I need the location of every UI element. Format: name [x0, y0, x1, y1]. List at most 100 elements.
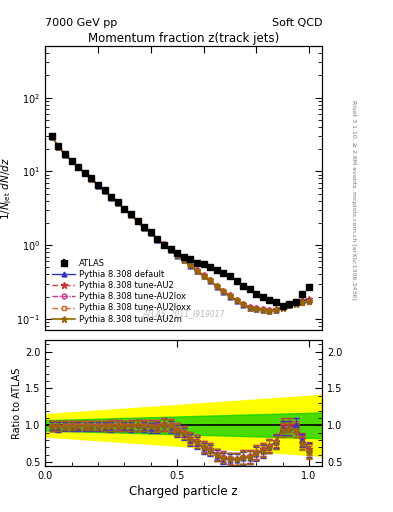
Pythia 8.308 tune-AU2loxx — [175, 252, 180, 258]
Text: Rivet 3.1.10, ≥ 2.6M events: Rivet 3.1.10, ≥ 2.6M events — [351, 100, 356, 187]
Pythia 8.308 tune-AU2lox — [102, 187, 107, 194]
Pythia 8.308 tune-AU2 — [287, 301, 292, 307]
Pythia 8.308 tune-AU2m — [129, 212, 133, 218]
Pythia 8.308 tune-AU2 — [135, 218, 140, 224]
Pythia 8.308 default — [135, 218, 140, 224]
Pythia 8.308 tune-AU2m — [69, 158, 74, 164]
Pythia 8.308 tune-AU2 — [280, 303, 285, 309]
Pythia 8.308 tune-AU2loxx — [280, 305, 285, 311]
Pythia 8.308 tune-AU2 — [62, 151, 67, 157]
Pythia 8.308 tune-AU2 — [69, 158, 74, 164]
Pythia 8.308 default — [142, 225, 147, 231]
Pythia 8.308 tune-AU2loxx — [254, 306, 259, 312]
Pythia 8.308 tune-AU2 — [261, 306, 265, 312]
Pythia 8.308 tune-AU2m — [234, 297, 239, 304]
Pythia 8.308 tune-AU2m — [274, 307, 279, 313]
Pythia 8.308 tune-AU2lox — [280, 304, 285, 310]
Pythia 8.308 default — [122, 206, 127, 212]
Pythia 8.308 tune-AU2loxx — [208, 277, 213, 283]
Line: Pythia 8.308 default: Pythia 8.308 default — [50, 134, 312, 313]
Pythia 8.308 default — [168, 247, 173, 253]
Pythia 8.308 default — [274, 307, 279, 313]
Pythia 8.308 tune-AU2m — [109, 194, 114, 200]
Pythia 8.308 tune-AU2lox — [76, 164, 81, 170]
Text: mcplots.cern.ch [arXiv:1306.3436]: mcplots.cern.ch [arXiv:1306.3436] — [351, 191, 356, 300]
Pythia 8.308 tune-AU2 — [208, 276, 213, 283]
Pythia 8.308 tune-AU2m — [201, 272, 206, 279]
Pythia 8.308 tune-AU2m — [241, 301, 246, 307]
Pythia 8.308 tune-AU2m — [208, 277, 213, 283]
Pythia 8.308 tune-AU2m — [294, 301, 298, 307]
Pythia 8.308 tune-AU2 — [294, 299, 298, 305]
Pythia 8.308 tune-AU2lox — [208, 276, 213, 283]
Pythia 8.308 tune-AU2m — [287, 303, 292, 309]
Pythia 8.308 tune-AU2lox — [300, 299, 305, 305]
Pythia 8.308 tune-AU2m — [76, 164, 81, 170]
Pythia 8.308 tune-AU2lox — [168, 246, 173, 252]
Pythia 8.308 tune-AU2loxx — [294, 301, 298, 307]
Pythia 8.308 tune-AU2m — [188, 262, 193, 268]
Pythia 8.308 tune-AU2lox — [241, 301, 246, 307]
Pythia 8.308 tune-AU2 — [254, 305, 259, 311]
Pythia 8.308 tune-AU2 — [129, 211, 133, 218]
Pythia 8.308 tune-AU2loxx — [168, 246, 173, 252]
Pythia 8.308 tune-AU2loxx — [300, 300, 305, 306]
Pythia 8.308 tune-AU2 — [195, 267, 199, 273]
Pythia 8.308 default — [287, 302, 292, 308]
Pythia 8.308 default — [95, 183, 100, 189]
Pythia 8.308 tune-AU2m — [89, 176, 94, 182]
Pythia 8.308 default — [175, 252, 180, 259]
Pythia 8.308 tune-AU2loxx — [56, 144, 61, 150]
Text: ATLAS_2011_I919017: ATLAS_2011_I919017 — [143, 309, 225, 317]
Pythia 8.308 default — [261, 307, 265, 313]
Pythia 8.308 tune-AU2 — [307, 296, 311, 302]
Pythia 8.308 default — [228, 293, 232, 300]
Pythia 8.308 tune-AU2loxx — [195, 268, 199, 274]
Pythia 8.308 tune-AU2lox — [129, 211, 133, 218]
Pythia 8.308 tune-AU2lox — [89, 176, 94, 182]
Pythia 8.308 tune-AU2m — [62, 152, 67, 158]
Pythia 8.308 tune-AU2 — [267, 307, 272, 313]
Pythia 8.308 tune-AU2lox — [247, 304, 252, 310]
Pythia 8.308 tune-AU2m — [300, 299, 305, 305]
Pythia 8.308 tune-AU2loxx — [135, 218, 140, 224]
Pythia 8.308 tune-AU2lox — [116, 199, 120, 205]
Pythia 8.308 default — [294, 299, 298, 305]
Pythia 8.308 default — [149, 230, 153, 236]
Pythia 8.308 tune-AU2 — [247, 304, 252, 310]
Text: 7000 GeV pp: 7000 GeV pp — [45, 18, 118, 28]
Pythia 8.308 tune-AU2lox — [83, 170, 87, 176]
Pythia 8.308 tune-AU2lox — [162, 241, 166, 247]
Pythia 8.308 tune-AU2loxx — [267, 308, 272, 314]
Pythia 8.308 tune-AU2 — [142, 224, 147, 230]
Pythia 8.308 tune-AU2m — [149, 229, 153, 236]
Text: Soft QCD: Soft QCD — [272, 18, 322, 28]
Pythia 8.308 tune-AU2 — [102, 187, 107, 194]
Pythia 8.308 tune-AU2lox — [188, 262, 193, 268]
Pythia 8.308 tune-AU2loxx — [155, 236, 160, 242]
Pythia 8.308 tune-AU2loxx — [307, 299, 311, 305]
Pythia 8.308 tune-AU2lox — [50, 133, 54, 139]
Pythia 8.308 tune-AU2 — [149, 229, 153, 235]
Pythia 8.308 tune-AU2 — [201, 272, 206, 279]
Pythia 8.308 default — [76, 164, 81, 170]
Pythia 8.308 tune-AU2m — [280, 305, 285, 311]
Pythia 8.308 tune-AU2m — [122, 206, 127, 212]
Pythia 8.308 tune-AU2lox — [267, 307, 272, 313]
Pythia 8.308 tune-AU2lox — [109, 194, 114, 200]
Pythia 8.308 tune-AU2lox — [175, 252, 180, 258]
Pythia 8.308 default — [62, 152, 67, 158]
Pythia 8.308 default — [280, 304, 285, 310]
Pythia 8.308 tune-AU2 — [168, 246, 173, 252]
Pythia 8.308 tune-AU2m — [228, 293, 232, 299]
Pythia 8.308 tune-AU2m — [102, 188, 107, 194]
Pythia 8.308 tune-AU2lox — [228, 292, 232, 298]
Pythia 8.308 tune-AU2lox — [182, 257, 186, 263]
Pythia 8.308 default — [195, 268, 199, 274]
Line: Pythia 8.308 tune-AU2loxx: Pythia 8.308 tune-AU2loxx — [50, 134, 312, 313]
Pythia 8.308 tune-AU2lox — [69, 158, 74, 164]
Pythia 8.308 tune-AU2loxx — [221, 288, 226, 294]
Pythia 8.308 tune-AU2 — [214, 283, 219, 289]
Pythia 8.308 tune-AU2 — [50, 133, 54, 139]
Pythia 8.308 tune-AU2m — [221, 288, 226, 294]
